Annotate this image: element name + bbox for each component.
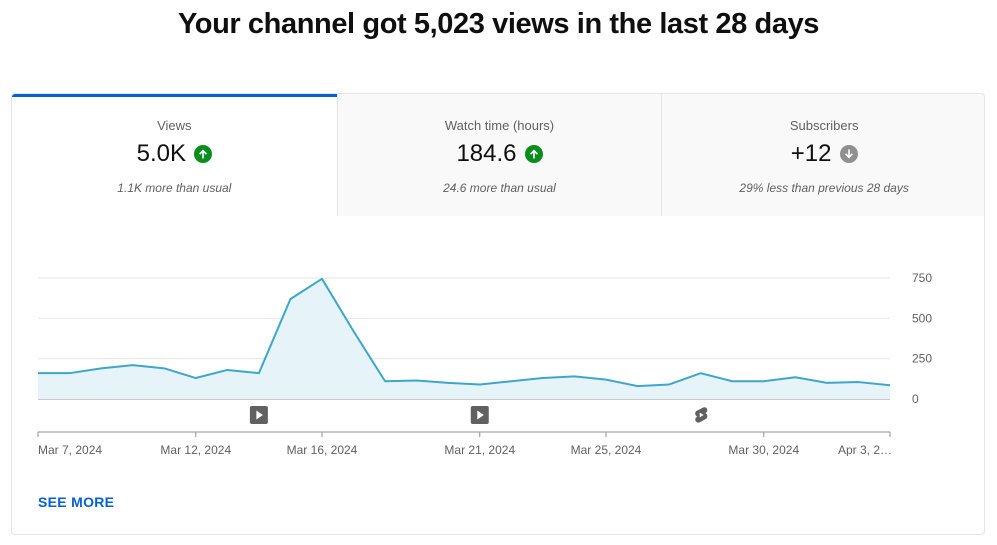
tab-subtext: 24.6 more than usual	[443, 181, 556, 195]
tab-value: 5.0K	[136, 140, 187, 167]
y-tick-label: 0	[912, 392, 919, 406]
tab-value-row: 5.0K	[12, 140, 337, 168]
metric-tabs: Views 5.0K 1.1K more than usual Watch ti…	[12, 94, 984, 216]
tab-views[interactable]: Views 5.0K 1.1K more than usual	[12, 94, 337, 216]
tab-label: Watch time (hours)	[444, 118, 555, 133]
x-tick-label: Mar 25, 2024	[571, 443, 642, 456]
video-play-icon[interactable]	[249, 406, 268, 424]
analytics-card: Views 5.0K 1.1K more than usual Watch ti…	[11, 93, 985, 535]
x-tick-label: Mar 16, 2024	[287, 443, 358, 456]
video-play-icon[interactable]	[470, 406, 489, 424]
tab-value: 184.6	[456, 140, 517, 167]
series-area	[38, 278, 890, 399]
shorts-icon[interactable]	[695, 407, 708, 423]
arrow-down-icon	[839, 145, 858, 163]
y-tick-label: 750	[912, 271, 932, 285]
tab-subtext: 29% less than previous 28 days	[739, 181, 909, 195]
tab-value-row: +12	[662, 140, 984, 168]
tab-watch-time[interactable]: Watch time (hours) 184.6 24.6 more than …	[336, 94, 662, 216]
y-tick-label: 500	[912, 311, 932, 325]
tab-label: Subscribers	[789, 118, 859, 133]
views-chart: 0 250 500 750 Mar 7, 2024 Mar 12, 2024 Mar 16,…	[12, 216, 984, 456]
arrow-up-icon	[524, 145, 543, 163]
x-tick-label: Mar 30, 2024	[728, 443, 799, 456]
y-tick-label: 250	[912, 352, 932, 366]
tab-value: +12	[790, 140, 832, 167]
arrow-up-icon	[194, 145, 213, 163]
tab-subtext: 1.1K more than usual	[117, 181, 232, 195]
chart-svg: 0 250 500 750 Mar 7, 2024 Mar 12, 2024 Mar 16,…	[37, 271, 932, 456]
x-tick-label: Mar 12, 2024	[160, 443, 231, 456]
x-tick-label: Mar 7, 2024	[38, 443, 102, 456]
x-tick-label: Mar 21, 2024	[444, 443, 515, 456]
tab-value-row: 184.6	[338, 140, 662, 168]
x-tick-label: Apr 3, 2…	[838, 443, 892, 456]
tab-subscribers[interactable]: Subscribers +12 29% less than previous 2…	[661, 94, 984, 216]
see-more-link[interactable]: SEE MORE	[38, 494, 115, 510]
page-headline: Your channel got 5,023 views in the last…	[177, 8, 820, 40]
tab-label: Views	[157, 118, 192, 133]
series-line	[38, 277, 891, 388]
